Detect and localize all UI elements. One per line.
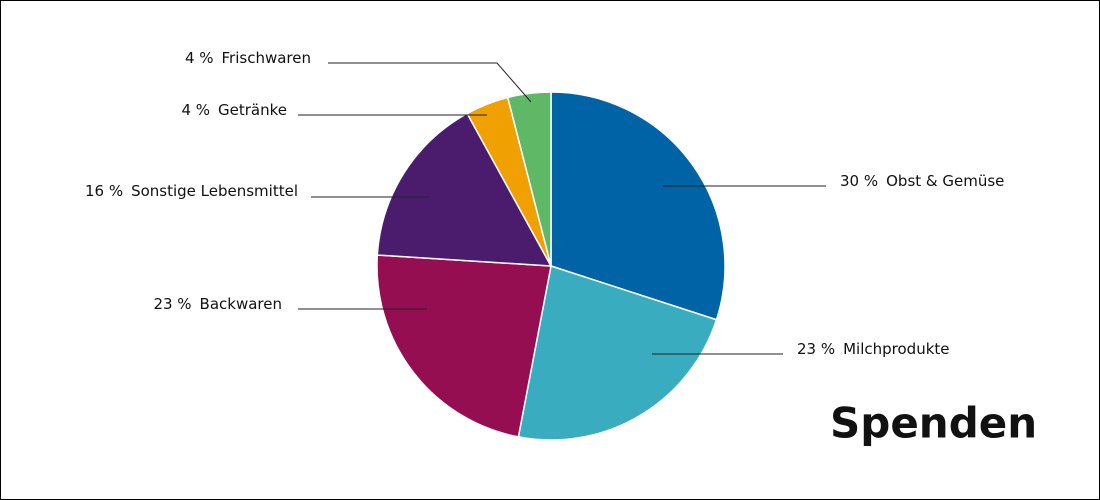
value-label: 16 % xyxy=(85,182,123,200)
slice-label: 16 % Sonstige Lebensmittel xyxy=(85,182,298,200)
pie-slice xyxy=(550,91,726,321)
category-label: Sonstige Lebensmittel xyxy=(131,182,298,200)
pie-slice xyxy=(506,91,552,267)
pie-slice xyxy=(517,265,718,441)
value-label: 4 % xyxy=(181,101,210,119)
slice-label: 23 % Backwaren xyxy=(153,295,282,313)
leader-line xyxy=(328,62,532,103)
slice-label: 4 % Getränke xyxy=(181,101,287,119)
category-label: Milchprodukte xyxy=(843,340,949,358)
value-label: 23 % xyxy=(153,295,191,313)
category-label: Getränke xyxy=(218,101,287,119)
value-label: 23 % xyxy=(797,340,835,358)
value-label: 4 % xyxy=(185,49,214,67)
slice-label: 30 % Obst & Gemüse xyxy=(840,172,1004,190)
category-label: Obst & Gemüse xyxy=(886,172,1004,190)
pie-slice xyxy=(376,254,552,438)
value-label: 30 % xyxy=(840,172,878,190)
chart-title: Spenden xyxy=(830,399,1037,448)
slice-label: 23 % Milchprodukte xyxy=(797,340,950,358)
category-label: Frischwaren xyxy=(222,49,311,67)
category-label: Backwaren xyxy=(200,295,282,313)
pie-slice xyxy=(376,112,553,267)
slice-label: 4 % Frischwaren xyxy=(185,49,311,67)
